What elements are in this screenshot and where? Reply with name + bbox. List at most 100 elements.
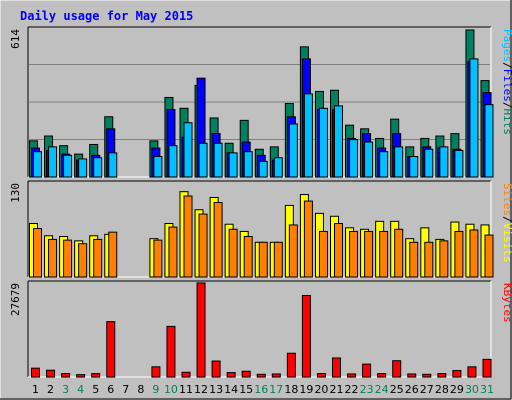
bar-sites-day-1	[33, 228, 42, 278]
bar-pages-day-18	[288, 123, 298, 178]
x-label-day-9: 9	[152, 383, 159, 396]
x-label-day-29: 29	[450, 383, 464, 396]
bar-pages-day-4	[78, 158, 88, 178]
x-label-day-3: 3	[62, 383, 69, 396]
bar-pages-day-13	[213, 142, 223, 178]
bar-sites-day-17	[273, 241, 283, 278]
bar-sites-day-24	[379, 230, 389, 278]
bar-pages-day-15	[243, 151, 253, 178]
bar-sites-day-29	[454, 230, 464, 278]
bar-sites-day-6	[108, 231, 118, 278]
bar-kbytes-day-14	[226, 372, 236, 378]
bar-sites-day-14	[228, 228, 238, 278]
bar-sites-day-27	[424, 241, 434, 278]
bar-pages-day-14	[228, 152, 238, 178]
bar-pages-day-20	[318, 107, 328, 178]
bar-group-top	[29, 29, 494, 178]
bar-kbytes-day-29	[452, 370, 462, 378]
bar-sites-day-10	[168, 226, 178, 278]
x-label-day-15: 15	[239, 383, 253, 396]
bar-sites-day-5	[93, 238, 103, 278]
x-label-day-7: 7	[122, 383, 129, 396]
bar-pages-day-29	[454, 149, 464, 178]
bar-kbytes-day-30	[467, 366, 477, 378]
bar-sites-day-23	[364, 230, 374, 278]
bar-kbytes-day-1	[31, 367, 40, 378]
bar-sites-day-15	[243, 236, 253, 278]
x-label-day-10: 10	[164, 383, 178, 396]
bar-pages-day-11	[183, 122, 193, 178]
bar-kbytes-day-22	[347, 373, 357, 378]
bar-pages-day-31	[484, 104, 494, 178]
x-label-day-12: 12	[194, 383, 208, 396]
bar-pages-day-3	[63, 154, 73, 178]
bar-kbytes-day-31	[482, 358, 492, 378]
x-label-day-28: 28	[435, 383, 449, 396]
bar-kbytes-day-11	[181, 371, 191, 378]
bar-sites-day-11	[183, 195, 193, 278]
x-label-day-13: 13	[209, 383, 223, 396]
bar-kbytes-day-26	[407, 373, 417, 378]
bar-kbytes-day-17	[271, 373, 281, 378]
bar-kbytes-day-10	[166, 325, 176, 378]
legend-separator: /	[501, 102, 512, 109]
legend-separator: /	[501, 216, 512, 223]
x-label-day-22: 22	[345, 383, 359, 396]
panel-middle: 130 Sites/Visits	[9, 180, 512, 278]
legend-separator: /	[501, 62, 512, 69]
bar-kbytes-day-3	[61, 373, 71, 378]
x-label-day-23: 23	[360, 383, 374, 396]
bar-group-bottom	[31, 282, 492, 378]
bar-pages-day-28	[439, 146, 449, 178]
bar-pages-day-5	[93, 157, 103, 178]
panel-legend: KBytes	[501, 283, 512, 323]
bar-kbytes-day-25	[392, 360, 402, 378]
bar-sites-day-25	[394, 228, 404, 278]
bar-sites-day-16	[258, 241, 268, 278]
bar-pages-day-2	[48, 146, 58, 178]
bar-group-middle	[29, 191, 494, 278]
bar-pages-day-10	[168, 145, 178, 178]
bar-pages-day-27	[424, 148, 434, 178]
bar-kbytes-day-4	[76, 374, 86, 378]
panel-max-label: 27679	[9, 283, 22, 316]
x-label-day-2: 2	[47, 383, 54, 396]
x-label-day-24: 24	[375, 383, 389, 396]
panel-max-label: 614	[9, 29, 22, 49]
panel-max-label: 130	[9, 183, 22, 203]
bar-pages-day-30	[469, 58, 479, 178]
bar-kbytes-day-5	[91, 373, 101, 378]
bar-kbytes-day-15	[241, 370, 251, 378]
legend-hits: Hits	[501, 109, 512, 136]
chart-title: Daily usage for May 2015	[20, 9, 193, 23]
bar-pages-day-25	[394, 146, 404, 178]
bar-kbytes-day-20	[316, 373, 326, 378]
bar-pages-day-19	[303, 93, 313, 178]
legend-sites: Sites	[501, 183, 512, 216]
x-label-day-31: 31	[480, 383, 494, 396]
chart-panels: 614Pages/Files/Hits130Sites/Visits27679K…	[9, 26, 512, 378]
bar-kbytes-day-12	[196, 282, 206, 378]
x-label-day-30: 30	[465, 383, 479, 396]
bar-kbytes-day-24	[377, 373, 387, 378]
bar-sites-day-30	[469, 229, 479, 278]
x-label-day-6: 6	[107, 383, 114, 396]
x-label-day-8: 8	[137, 383, 144, 396]
bar-pages-day-12	[198, 142, 208, 178]
bar-sites-day-26	[409, 241, 419, 278]
bar-kbytes-day-23	[362, 363, 372, 378]
panel-legend: Sites/Visits	[501, 183, 512, 263]
bar-kbytes-day-18	[286, 352, 296, 378]
x-label-day-1: 1	[32, 383, 39, 396]
x-label-day-26: 26	[405, 383, 419, 396]
bar-pages-day-21	[334, 105, 343, 178]
bar-kbytes-day-13	[211, 360, 221, 378]
bar-sites-day-3	[63, 239, 73, 278]
bar-pages-day-6	[108, 152, 118, 178]
panel-bottom: 27679 KBytes	[9, 280, 512, 378]
bar-sites-day-31	[484, 234, 494, 278]
bar-sites-day-22	[349, 230, 359, 278]
bar-sites-day-12	[198, 213, 208, 278]
